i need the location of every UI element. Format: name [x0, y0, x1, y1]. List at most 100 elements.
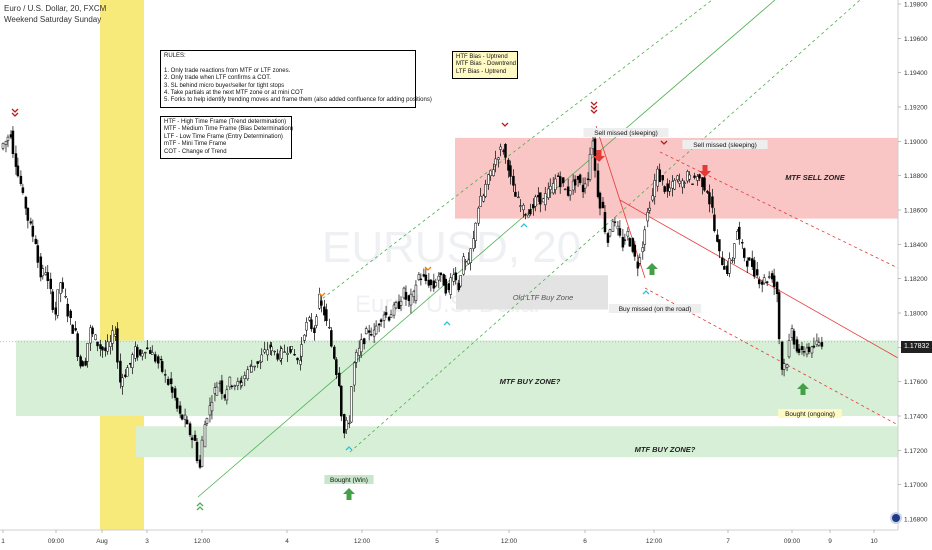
annotation-sell-missed-2: Sell missed (sleeping): [693, 142, 757, 149]
candle-body: [641, 247, 645, 253]
candle-body: [384, 312, 388, 316]
chevron-up-icon: [196, 502, 204, 507]
candle-body: [653, 180, 656, 197]
candle-body: [273, 350, 276, 353]
candle-body: [296, 357, 299, 361]
time-tick-label: 12:00: [501, 538, 518, 545]
avatar[interactable]: [890, 512, 902, 524]
fork-handle-red: [595, 125, 646, 279]
candle-body: [502, 150, 505, 152]
candle-body: [728, 258, 731, 274]
candle-body: [578, 174, 582, 183]
time-tick-label: 6: [583, 538, 587, 545]
price-tick-label: 1.18600: [904, 208, 928, 215]
symbol-line: Euro / U.S. Dollar, 20, FXCM: [4, 4, 107, 13]
candle-body: [736, 231, 739, 240]
candle-body: [454, 272, 457, 281]
watermark-symbol: EURUSD, 20: [322, 223, 581, 272]
candle-body: [131, 354, 134, 369]
candle-body: [333, 346, 336, 359]
candle-body: [512, 175, 515, 186]
time-axis-bg: [0, 530, 898, 550]
candle-body: [253, 365, 256, 368]
price-tick-label: 1.17200: [904, 448, 928, 455]
candle-body: [126, 367, 129, 377]
candle-body: [462, 256, 465, 275]
candle-body: [469, 248, 472, 264]
candle-body: [293, 354, 296, 356]
candle-body: [303, 334, 306, 341]
annotation-sell-missed-1-bg: [583, 128, 669, 137]
candle-body: [215, 386, 219, 396]
candle-body: [198, 459, 202, 468]
annotation-bought-win: Bought (Win): [330, 477, 368, 484]
rules-line: 2. Only trade when LTF confirms a COT.: [164, 75, 271, 82]
candle-body: [427, 279, 431, 286]
candle-body: [549, 185, 552, 190]
candle-body: [558, 176, 562, 188]
candle-body: [487, 174, 490, 185]
price-tick-label: 1.16800: [904, 517, 928, 524]
rules-box: RULES: 1. Only trade reactions from MTF …: [160, 50, 432, 108]
candle-body: [429, 279, 433, 286]
candle-body: [223, 394, 227, 399]
candle-body: [377, 323, 381, 326]
candle-body: [790, 328, 794, 338]
candle-body: [514, 191, 517, 197]
candle-body: [335, 359, 338, 376]
candle-body: [581, 184, 585, 193]
candle-body: [765, 281, 769, 283]
legend-line: mTF - Mini Time Frame: [164, 141, 227, 148]
candle-body: [220, 380, 224, 394]
candle-body: [673, 180, 676, 190]
candle-body: [374, 325, 378, 335]
time-tick-label: 7: [726, 538, 730, 545]
candle-body: [203, 424, 207, 448]
candle-body: [713, 214, 716, 232]
candle-body: [741, 242, 744, 244]
candle-body: [250, 366, 253, 373]
candle-body: [160, 361, 164, 372]
candle-body: [66, 303, 69, 317]
candle-body: [236, 381, 240, 386]
sell-arrow-icon: [593, 150, 605, 162]
candle-body: [16, 165, 20, 177]
candle-body: [139, 349, 142, 356]
candle-body: [21, 187, 25, 193]
candle-body: [601, 201, 605, 209]
candle-body: [782, 363, 786, 370]
price-tick-label: 1.18800: [904, 173, 928, 180]
annotation-bought-win-bg: [324, 475, 374, 484]
legend-line: LTF - Low Time Frame (Entry Determinatio…: [164, 133, 283, 140]
sell-arrow-icon: [699, 165, 711, 177]
annotation-sell-missed-1: Sell missed (sleeping): [594, 130, 658, 137]
candle-body: [703, 177, 706, 191]
chevron-down-icon: [590, 109, 598, 114]
candle-body: [114, 334, 117, 337]
time-tick-label: 4: [285, 538, 289, 545]
candle-body: [668, 187, 671, 192]
candle-body: [173, 388, 177, 398]
candle-body: [56, 289, 59, 316]
candle-body: [551, 183, 555, 194]
candle-body: [750, 258, 754, 267]
candle-body: [228, 376, 232, 388]
price-tick-label: 1.19600: [904, 36, 928, 43]
candle-body: [752, 260, 756, 277]
candle-body: [432, 280, 436, 289]
candle-body: [29, 221, 33, 224]
time-tick-label: 10: [870, 538, 878, 545]
candle-body: [810, 346, 814, 354]
candle-body: [755, 269, 759, 276]
candle-body: [484, 184, 487, 197]
candle-body: [608, 229, 612, 237]
candle-body: [49, 278, 53, 289]
candle-body: [618, 228, 622, 236]
candle-body: [414, 284, 418, 301]
legend-line: MTF - Medium Time Frame (Bias Determinat…: [164, 126, 294, 133]
candle-body: [711, 196, 714, 208]
candle-body: [449, 277, 452, 295]
rules-line: 4. Take partials at the next MTF zone or…: [164, 90, 304, 97]
annotation-buy-missed-bg: [608, 304, 702, 313]
